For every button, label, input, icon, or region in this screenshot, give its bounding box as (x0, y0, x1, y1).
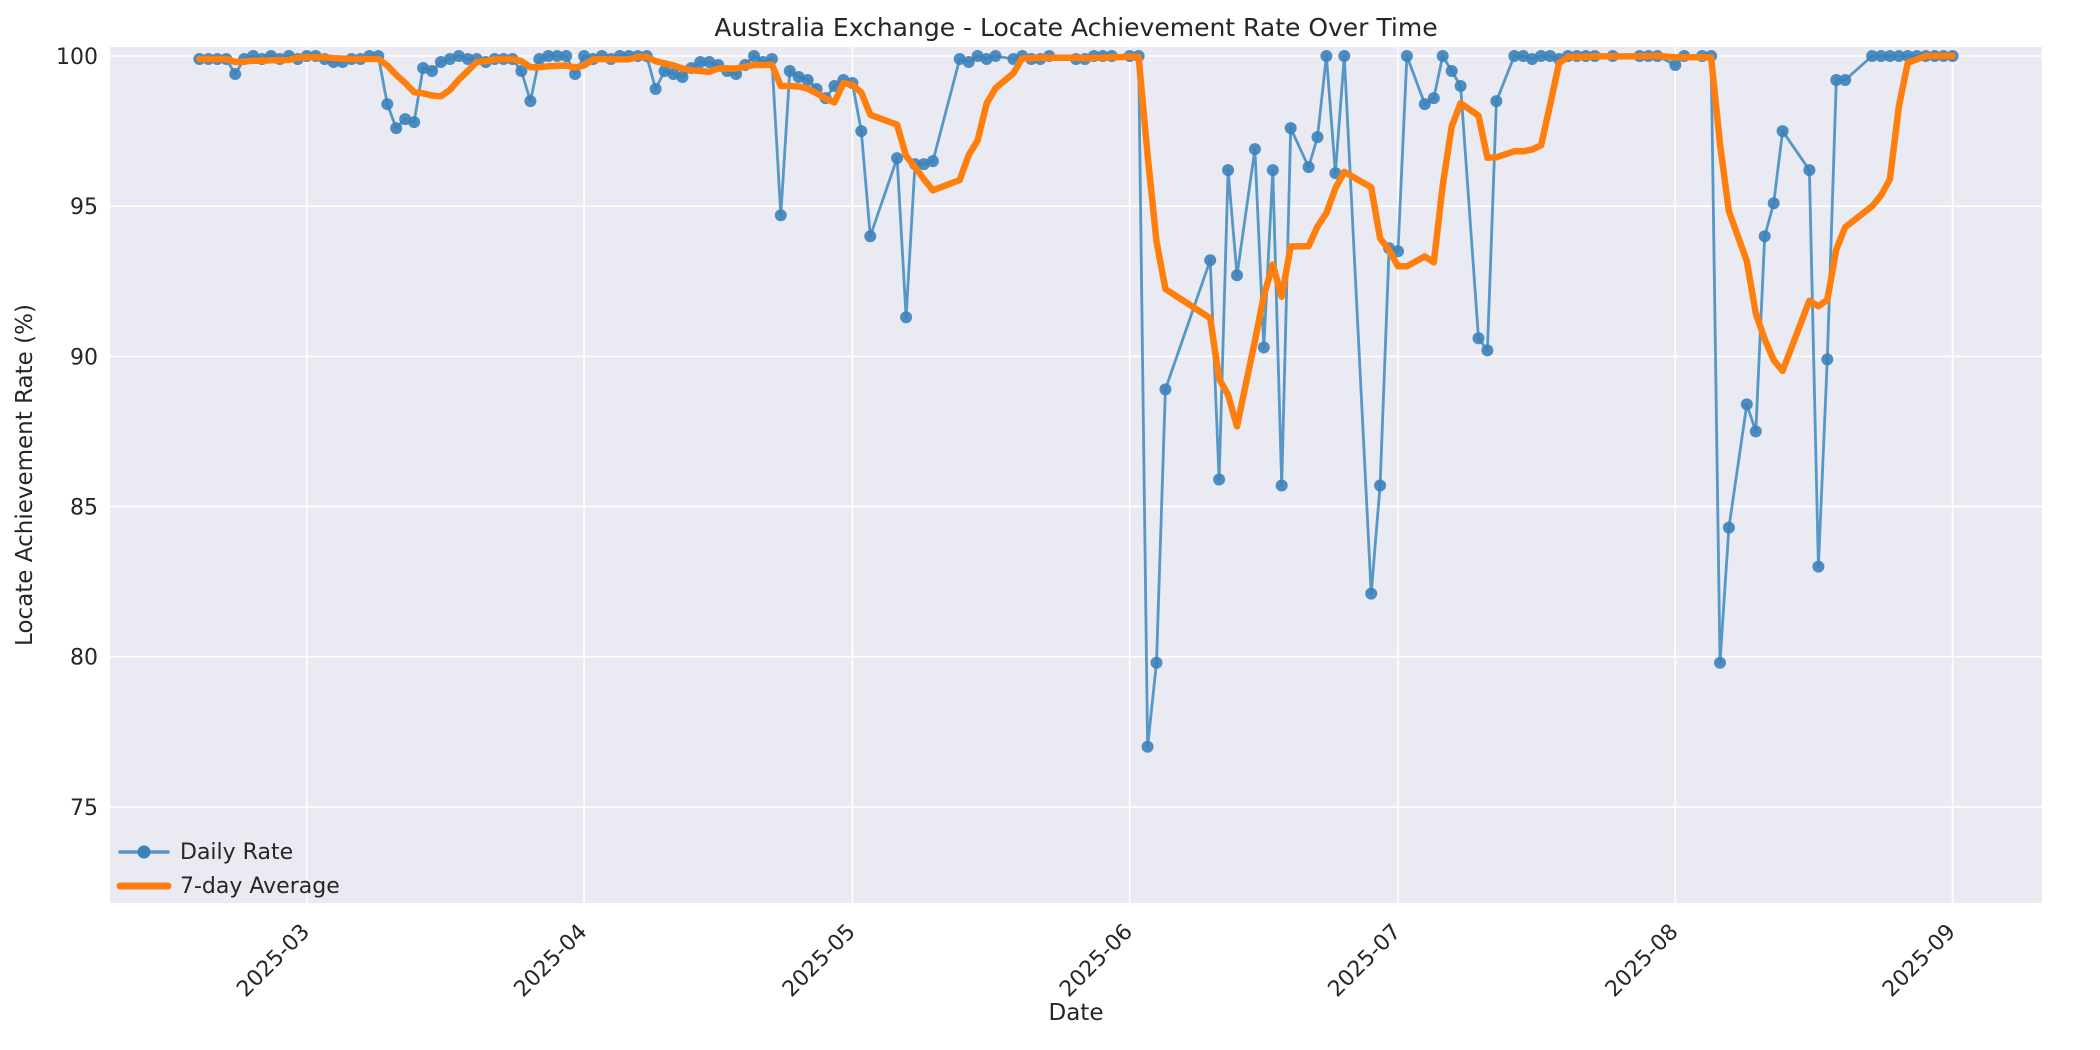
daily-rate-marker (1275, 479, 1288, 492)
daily-rate-marker (962, 56, 975, 68)
daily-rate-swatch-marker (137, 845, 151, 859)
y-tick-label-85: 85 (70, 496, 98, 521)
daily-rate-marker (1830, 74, 1843, 86)
legend-item-daily-rate: Daily Rate (118, 840, 293, 865)
daily-rate-marker (229, 68, 242, 80)
x-tick-label-2025-07: 2025-07 (1324, 920, 1407, 1003)
daily-rate-marker (989, 50, 1002, 62)
daily-rate-marker (1740, 398, 1753, 411)
daily-rate-marker (1311, 131, 1324, 144)
daily-rate-marker (1490, 95, 1503, 108)
x-tick-label-2025-03: 2025-03 (232, 920, 315, 1003)
daily-rate-marker (774, 209, 787, 222)
y-tick-label-75: 75 (70, 796, 98, 821)
daily-rate-marker (1812, 560, 1825, 573)
y-tick-label-100: 100 (56, 45, 98, 70)
daily-rate-marker (1248, 143, 1261, 156)
daily-rate-marker (1839, 74, 1852, 86)
x-tick-label-2025-06: 2025-06 (1055, 920, 1138, 1003)
legend-label-daily-rate: Daily Rate (180, 840, 293, 865)
daily-rate-marker (524, 95, 537, 108)
x-tick-label-2025-08: 2025-08 (1601, 920, 1684, 1003)
daily-rate-marker (542, 50, 555, 62)
daily-rate-marker (1427, 92, 1440, 105)
legend: Daily Rate 7-day Average (116, 840, 340, 899)
legend-label-7day-average: 7-day Average (180, 874, 340, 899)
daily-rate-marker (1883, 50, 1896, 62)
daily-rate-marker (1445, 65, 1458, 77)
daily-rate-marker (926, 155, 939, 168)
daily-rate-marker (1669, 59, 1682, 71)
y-tick-label-90: 90 (70, 345, 98, 370)
daily-rate-marker (855, 125, 868, 138)
daily-rate-marker (390, 122, 403, 135)
daily-rate-marker (1436, 50, 1449, 62)
x-axis-label: Date (1049, 1000, 1104, 1026)
daily-rate-marker (515, 65, 528, 77)
legend-item-7day-average: 7-day Average (116, 874, 340, 899)
daily-rate-marker (1875, 50, 1887, 62)
daily-rate-marker (1749, 425, 1762, 438)
daily-rate-marker (1159, 383, 1172, 396)
daily-rate-marker (1892, 50, 1905, 62)
daily-rate-marker (900, 311, 913, 324)
daily-rate-marker (1821, 353, 1834, 366)
series-layer (193, 50, 1959, 753)
daily-rate-marker (1365, 587, 1378, 600)
x-tick-label-2025-04: 2025-04 (510, 920, 593, 1003)
y-tick-label-95: 95 (70, 195, 98, 220)
daily-rate-marker (864, 230, 877, 243)
daily-rate-marker (1213, 473, 1226, 486)
daily-rate-marker (569, 68, 582, 80)
daily-rate-marker (1141, 740, 1154, 753)
daily-rate-marker (1204, 254, 1217, 267)
daily-rate-marker (551, 50, 564, 62)
daily-rate-marker (748, 50, 760, 62)
daily-rate-marker (1803, 164, 1816, 177)
daily-rate-marker (408, 116, 421, 129)
daily-rate-marker (1257, 341, 1270, 354)
daily-rate-marker (1284, 122, 1297, 135)
chart-title: Australia Exchange - Locate Achievement … (714, 13, 1437, 42)
daily-rate-marker (1454, 80, 1467, 92)
daily-rate-marker (381, 98, 394, 111)
x-tick-label-2025-09: 2025-09 (1878, 920, 1961, 1003)
daily-rate-marker (1222, 164, 1235, 177)
plot-area (110, 47, 2042, 903)
y-axis-label: Locate Achievement Rate (%) (12, 304, 38, 646)
daily-rate-marker (1150, 656, 1163, 669)
daily-rate-marker (1400, 50, 1413, 62)
daily-rate-marker (1418, 98, 1431, 111)
daily-rate-marker (1758, 230, 1771, 243)
daily-rate-marker (649, 83, 662, 95)
daily-rate-marker (1722, 521, 1735, 534)
daily-rate-marker (694, 56, 707, 68)
daily-rate-marker (783, 65, 796, 77)
daily-rate-marker (1231, 269, 1243, 282)
daily-rate-marker (891, 152, 904, 165)
daily-rate-marker (1767, 197, 1780, 210)
daily-rate-marker (676, 71, 689, 83)
daily-rate-marker (1374, 479, 1387, 492)
daily-rate-marker (1472, 332, 1485, 345)
daily-rate-marker (1776, 125, 1789, 138)
daily-rate-marker (461, 53, 474, 65)
daily-rate-marker (801, 74, 814, 86)
daily-rate-marker (1338, 50, 1351, 62)
daily-rate-marker (1266, 164, 1279, 177)
daily-rate-marker (1866, 50, 1879, 62)
daily-rate-marker (1302, 161, 1315, 174)
daily-rate-marker (1535, 50, 1548, 62)
y-tick-label-80: 80 (70, 646, 98, 671)
daily-rate-marker (426, 65, 438, 77)
seven-day-average-line (196, 52, 1956, 430)
daily-rate-marker (1508, 50, 1521, 62)
daily-rate-marker (560, 50, 573, 62)
daily-rate-marker (1714, 656, 1726, 669)
daily-rate-marker (1320, 50, 1333, 62)
daily-rate-marker (1481, 344, 1494, 357)
x-tick-label-2025-05: 2025-05 (778, 920, 861, 1003)
